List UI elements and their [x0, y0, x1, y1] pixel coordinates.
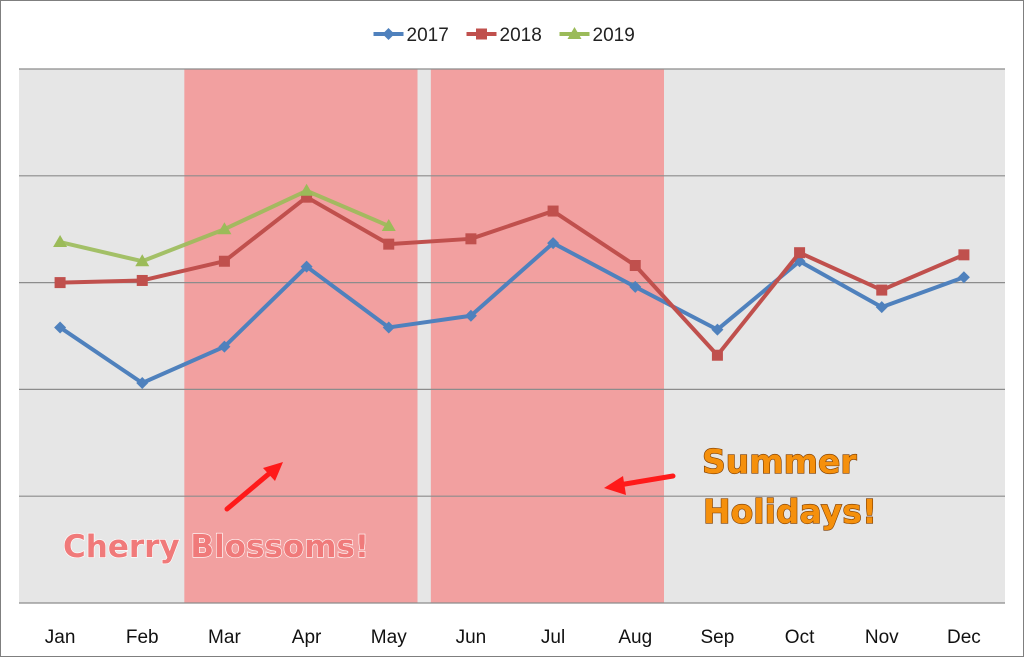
series-layer — [53, 183, 970, 389]
legend-item-2017: 2017 — [373, 25, 449, 46]
data-point-2018-Mar — [218, 255, 230, 267]
x-tick-label-May: May — [371, 627, 407, 648]
data-point-2018-Jun — [465, 233, 477, 245]
data-point-2019-Mar — [217, 222, 232, 235]
highlight-band-1 — [430, 69, 665, 603]
legend-item-2019: 2019 — [559, 25, 635, 46]
arrow-head-summer — [604, 476, 626, 495]
x-tick-label-Aug: Aug — [618, 627, 652, 648]
x-tick-label-Apr: Apr — [292, 627, 322, 648]
data-point-2018-Jul — [547, 205, 559, 217]
data-point-2018-Dec — [958, 249, 970, 261]
highlight-bands — [184, 69, 665, 603]
data-point-2018-Aug — [629, 260, 641, 272]
data-point-2017-Nov — [875, 301, 888, 314]
legend: 2017 2018 2019 — [373, 25, 635, 46]
x-tick-label-Dec: Dec — [947, 627, 981, 648]
series-line-2017 — [58, 241, 965, 385]
data-point-2017-Sep — [711, 323, 724, 336]
data-point-2018-Nov — [876, 284, 888, 296]
data-point-2019-Feb — [135, 254, 150, 267]
data-point-2017-Mar — [218, 340, 231, 353]
annotation-summer-line1: Summer — [702, 442, 857, 481]
x-tick-label-Mar: Mar — [208, 627, 241, 648]
arrow-to-summer-band — [616, 473, 676, 488]
data-point-2017-Jun — [464, 309, 477, 322]
data-point-2017-Jan — [54, 321, 67, 334]
x-tick-label-Jun: Jun — [456, 627, 487, 648]
data-point-2017-May — [382, 321, 395, 334]
series-2019 — [53, 183, 396, 267]
legend-marker-2019 — [567, 27, 582, 39]
legend-label-2018: 2018 — [500, 25, 542, 46]
legend-label-2019: 2019 — [593, 25, 635, 46]
x-tick-label-Sep: Sep — [701, 627, 735, 648]
x-axis-ticks: Jan Feb Mar Apr May Jun Jul Aug Sep Oct Nov Dec — [45, 627, 981, 648]
data-point-2017-Aug — [629, 280, 642, 293]
x-tick-label-Jan: Jan — [45, 627, 76, 648]
data-point-2017-Dec — [957, 271, 970, 284]
x-tick-label-Jul: Jul — [541, 627, 565, 648]
legend-item-2018: 2018 — [466, 25, 542, 46]
data-point-2017-Feb — [136, 376, 149, 389]
legend-label-2017: 2017 — [407, 25, 449, 46]
x-tick-label-Feb: Feb — [126, 627, 159, 648]
data-point-2019-Jan — [53, 235, 68, 248]
series-line-2018 — [60, 195, 965, 358]
x-tick-label-Nov: Nov — [865, 627, 899, 648]
data-point-2018-Sep — [711, 349, 723, 361]
data-point-2017-Oct — [793, 255, 806, 268]
legend-marker-2017 — [382, 28, 395, 40]
annotations: Cherry Blossoms! Summer Holidays! — [62, 441, 877, 565]
data-point-2019-May — [381, 218, 396, 231]
series-2018 — [54, 191, 970, 361]
data-point-2018-May — [383, 238, 395, 250]
arrow-head-cherry — [263, 462, 283, 481]
data-point-2017-Jul — [547, 237, 560, 250]
data-point-2018-Jan — [54, 277, 66, 289]
series-2017 — [54, 237, 970, 389]
annotation-cherry-blossoms: Cherry Blossoms! — [63, 529, 369, 565]
legend-marker-2018 — [476, 28, 487, 40]
data-point-2017-Apr — [300, 260, 313, 273]
data-point-2019-Apr — [299, 183, 314, 196]
x-tick-label-Oct: Oct — [785, 627, 815, 648]
highlight-band-0 — [184, 69, 418, 603]
data-point-2018-Feb — [136, 274, 148, 286]
data-point-2018-Apr — [301, 191, 313, 203]
annotation-summer-line2: Holidays! — [703, 492, 877, 531]
data-point-2018-Oct — [794, 247, 806, 259]
